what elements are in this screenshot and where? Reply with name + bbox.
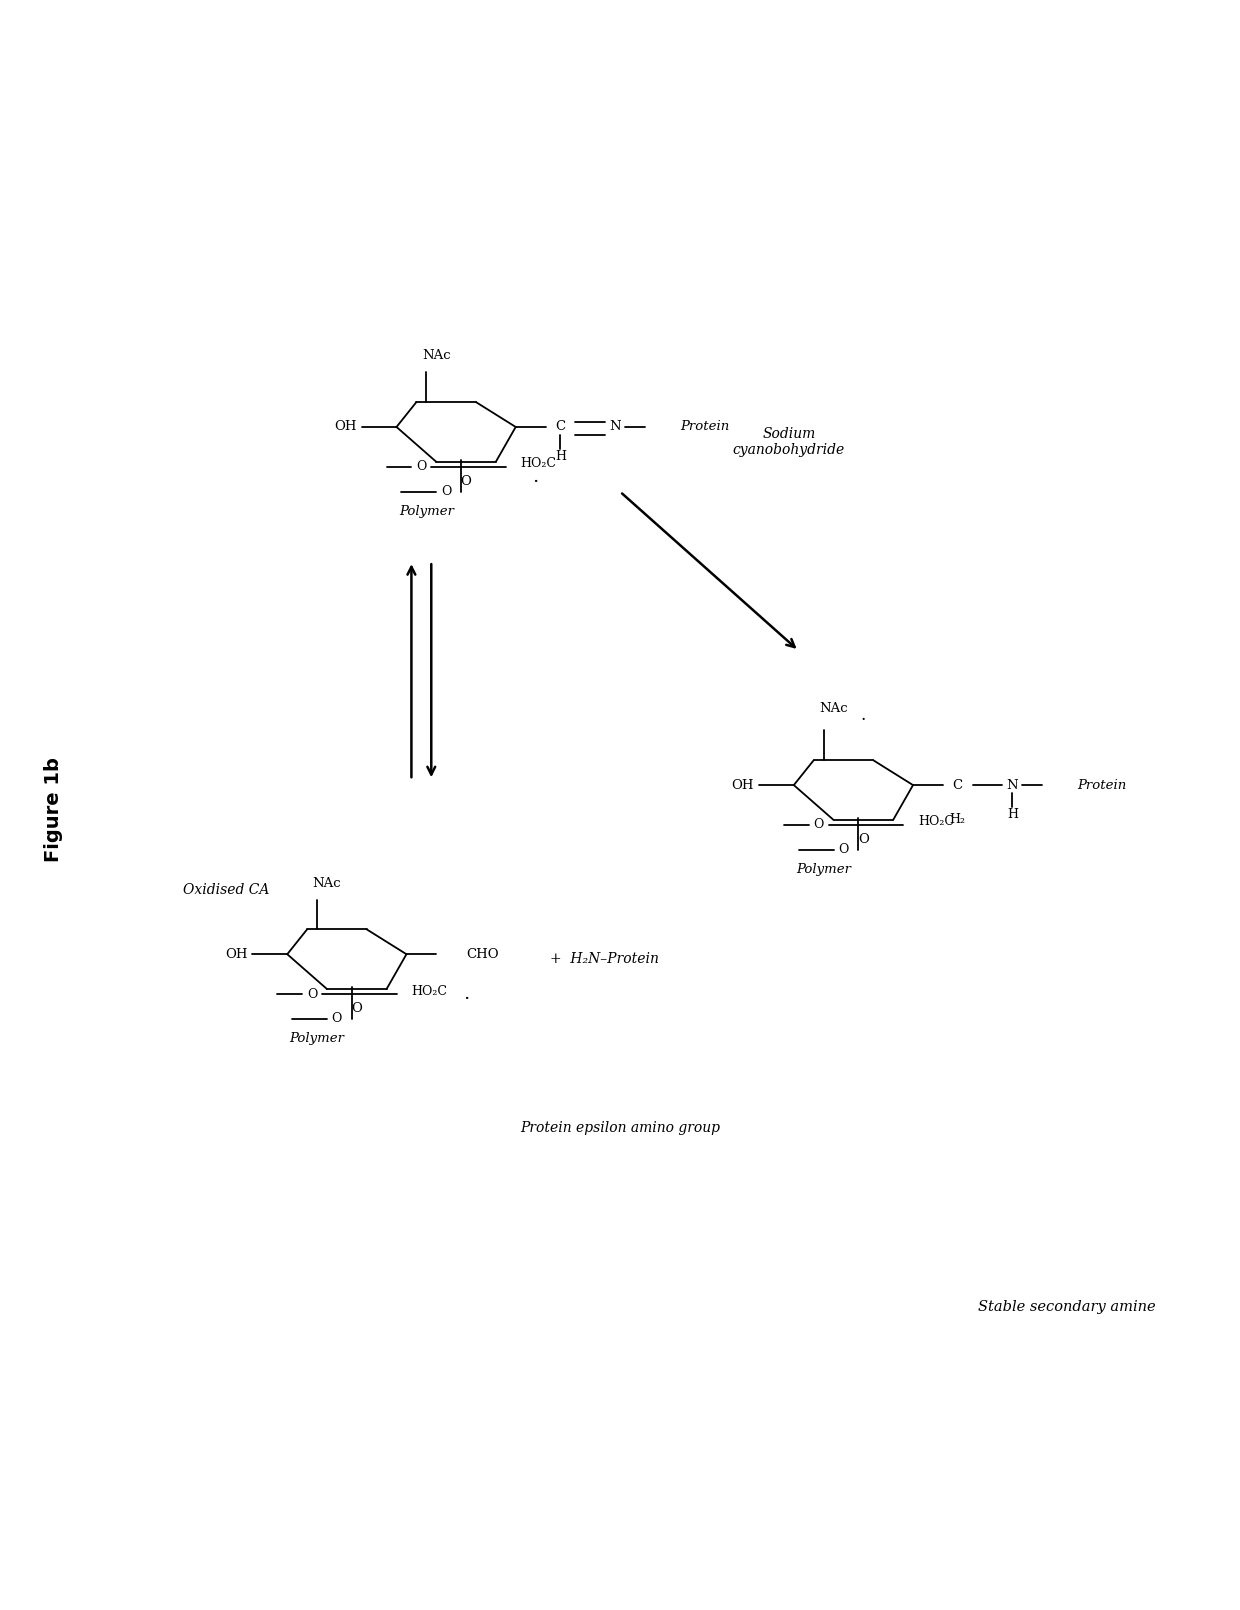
Text: Protein: Protein bbox=[680, 420, 729, 433]
Text: HO₂C: HO₂C bbox=[412, 985, 448, 998]
Text: O: O bbox=[813, 818, 823, 831]
Text: CHO: CHO bbox=[466, 948, 498, 961]
Text: .: . bbox=[463, 985, 469, 1003]
Text: .: . bbox=[532, 469, 538, 486]
Text: H₂: H₂ bbox=[950, 813, 966, 826]
Text: O: O bbox=[306, 987, 317, 1000]
Text: O: O bbox=[417, 460, 427, 473]
Text: Protein: Protein bbox=[1078, 779, 1126, 792]
Text: Polymer: Polymer bbox=[399, 506, 454, 518]
Text: HO₂C: HO₂C bbox=[521, 457, 557, 470]
Text: Protein epsilon amino group: Protein epsilon amino group bbox=[520, 1121, 720, 1135]
Text: N: N bbox=[1007, 779, 1018, 792]
Text: O: O bbox=[858, 834, 869, 847]
Text: .: . bbox=[861, 707, 866, 724]
Text: H: H bbox=[1007, 808, 1018, 821]
Text: Polymer: Polymer bbox=[290, 1032, 345, 1045]
Text: O: O bbox=[332, 1013, 342, 1026]
Text: +  H₂N–Protein: + H₂N–Protein bbox=[551, 952, 660, 966]
Text: Stable secondary amine: Stable secondary amine bbox=[978, 1301, 1156, 1314]
Text: Polymer: Polymer bbox=[796, 863, 851, 876]
Text: NAc: NAc bbox=[820, 702, 848, 715]
Text: OH: OH bbox=[335, 420, 357, 433]
Text: O: O bbox=[460, 475, 471, 488]
Text: OH: OH bbox=[732, 779, 754, 792]
Text: Figure 1b: Figure 1b bbox=[45, 758, 63, 863]
Text: Sodium
cyanobohydride: Sodium cyanobohydride bbox=[733, 427, 844, 457]
Text: O: O bbox=[838, 844, 848, 857]
Text: O: O bbox=[441, 485, 451, 497]
Text: NAc: NAc bbox=[422, 349, 450, 362]
Text: C: C bbox=[952, 779, 962, 792]
Text: NAc: NAc bbox=[312, 876, 341, 890]
Text: Oxidised CA: Oxidised CA bbox=[184, 882, 269, 897]
Text: HO₂C: HO₂C bbox=[918, 815, 954, 829]
Text: O: O bbox=[351, 1003, 362, 1016]
Text: OH: OH bbox=[224, 948, 248, 961]
Text: N: N bbox=[609, 420, 621, 433]
Text: H: H bbox=[556, 451, 565, 464]
Text: C: C bbox=[556, 420, 565, 433]
